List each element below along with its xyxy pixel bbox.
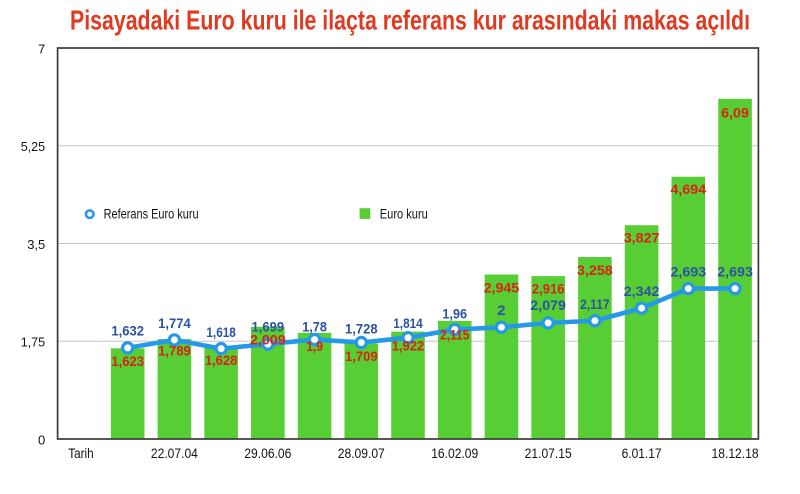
svg-text:2,693: 2,693 [670,264,706,280]
svg-text:29.06.06: 29.06.06 [244,445,291,461]
svg-text:Referans Euro kuru: Referans Euro kuru [104,207,199,222]
svg-text:2,117: 2,117 [580,296,610,312]
svg-text:3,5: 3,5 [27,237,45,252]
svg-text:2,009: 2,009 [250,332,286,348]
svg-text:18.12.18: 18.12.18 [712,445,759,461]
svg-text:1,632: 1,632 [111,323,144,339]
svg-text:3,258: 3,258 [577,262,613,278]
svg-text:6.01.17: 6.01.17 [622,445,662,461]
svg-text:1,699: 1,699 [252,319,285,335]
svg-text:1,78: 1,78 [302,319,327,335]
svg-text:1,922: 1,922 [392,338,425,354]
svg-text:2,115: 2,115 [440,327,470,343]
svg-text:1,728: 1,728 [345,321,378,337]
svg-text:2,945: 2,945 [484,280,520,296]
svg-text:Pisayadaki Euro kuru ile ilaçt: Pisayadaki Euro kuru ile ilaçta referans… [70,5,750,36]
svg-text:1,96: 1,96 [442,306,467,322]
svg-text:Tarih: Tarih [68,445,94,461]
svg-text:2: 2 [497,302,506,318]
svg-text:1,623: 1,623 [111,353,144,369]
svg-text:1,814: 1,814 [393,315,423,331]
svg-text:1,774: 1,774 [158,315,191,331]
svg-text:2,079: 2,079 [530,297,566,313]
svg-text:2,916: 2,916 [532,281,565,297]
svg-text:22.07.04: 22.07.04 [151,445,198,461]
svg-text:1,628: 1,628 [205,352,238,368]
svg-text:1,709: 1,709 [345,348,378,364]
svg-text:1,789: 1,789 [158,343,191,359]
svg-text:1,75: 1,75 [21,335,46,350]
svg-text:7: 7 [38,41,45,56]
svg-text:2,693: 2,693 [717,264,753,280]
svg-text:16.02.09: 16.02.09 [431,445,478,461]
svg-text:1,9: 1,9 [306,338,323,354]
svg-text:0: 0 [38,432,45,447]
svg-text:5,25: 5,25 [21,139,46,154]
svg-text:21.07.15: 21.07.15 [525,445,572,461]
svg-text:3,827: 3,827 [624,230,660,246]
svg-text:1,618: 1,618 [206,324,236,340]
svg-text:28.09.07: 28.09.07 [338,445,385,461]
svg-text:6,09: 6,09 [721,105,749,121]
svg-text:2,342: 2,342 [624,283,660,299]
svg-text:4,694: 4,694 [670,181,706,197]
svg-text:Euro kuru: Euro kuru [380,207,428,222]
